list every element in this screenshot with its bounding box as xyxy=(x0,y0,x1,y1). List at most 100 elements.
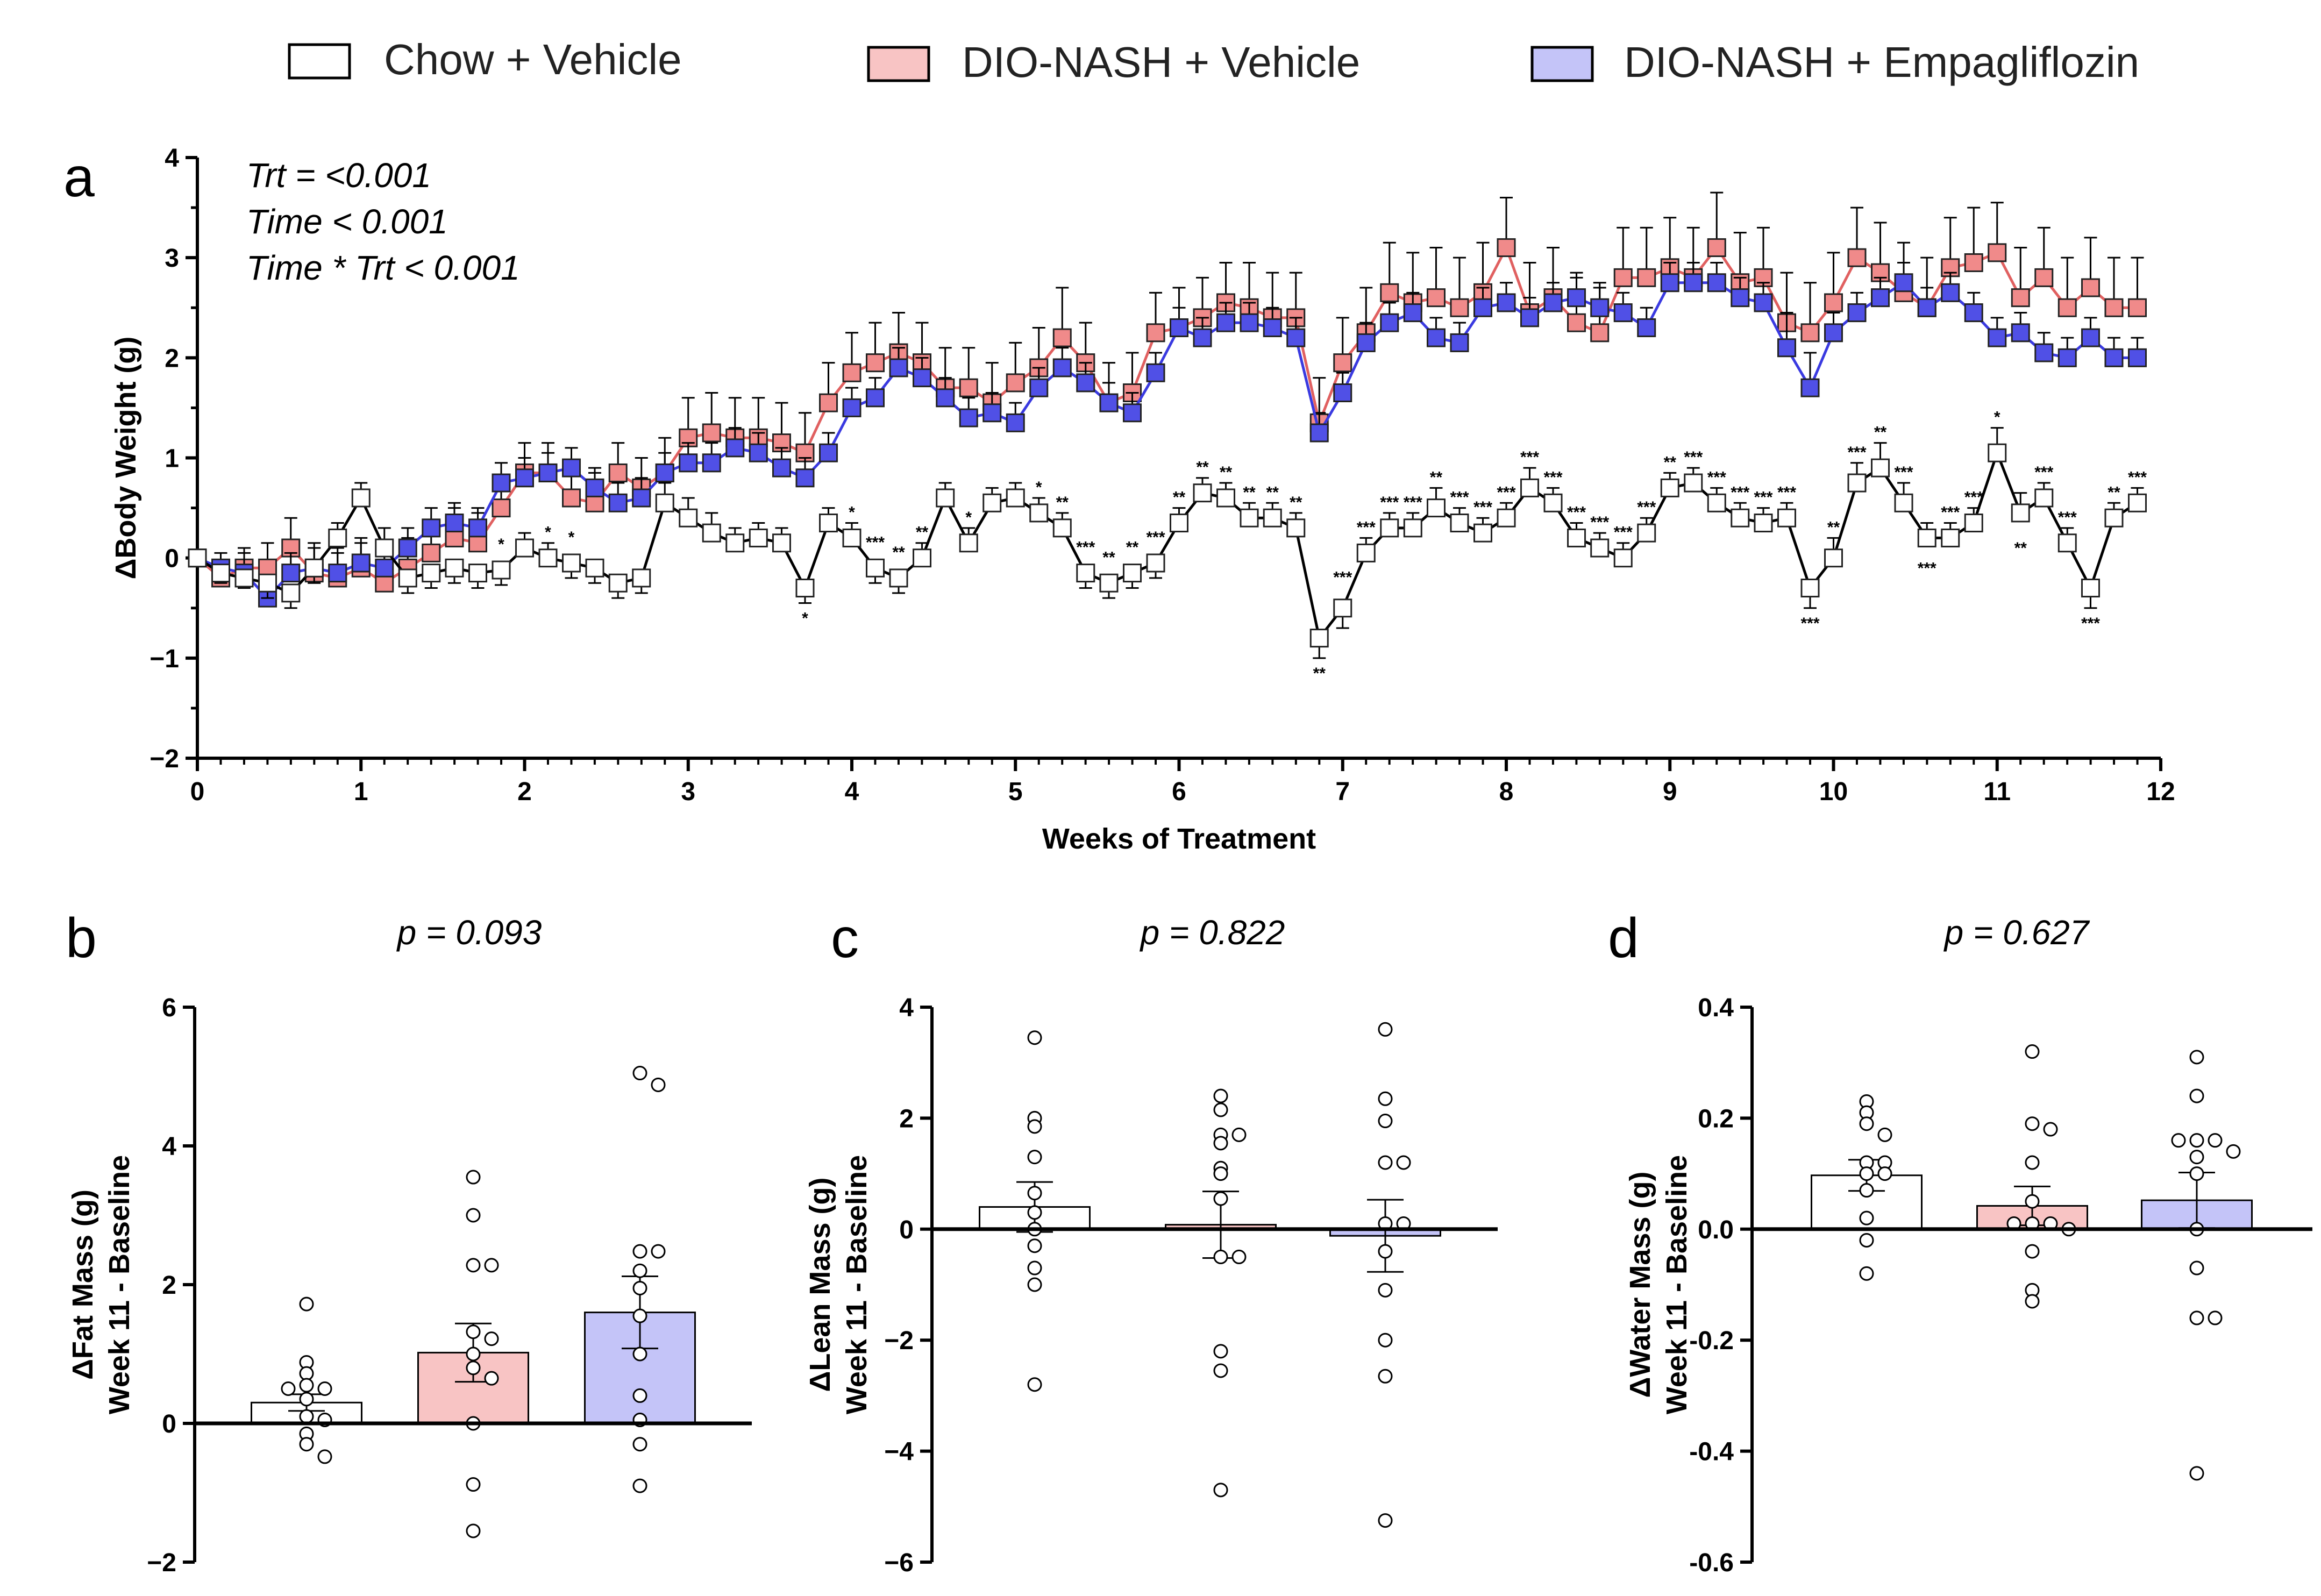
data-point-chow xyxy=(679,508,698,528)
y-tick-label: 4 xyxy=(162,1132,176,1161)
data-point-chow xyxy=(1859,1210,1874,1226)
data-point-empagliflozin xyxy=(982,403,1002,423)
data-point-empagliflozin xyxy=(702,453,721,473)
data-point-chow xyxy=(1146,553,1165,573)
data-point-dio-vehicle xyxy=(1213,1136,1228,1151)
x-tick-label: 12 xyxy=(2146,778,2175,806)
data-point-empagliflozin xyxy=(1193,328,1212,347)
significance-marker: ** xyxy=(1102,548,1115,566)
data-point-empagliflozin xyxy=(1637,318,1656,337)
data-point-chow xyxy=(299,1366,314,1381)
data-point-empagliflozin xyxy=(632,1437,647,1452)
significance-marker: * xyxy=(849,504,855,522)
data-point-empagliflozin xyxy=(1029,378,1049,397)
significance-marker: * xyxy=(498,536,504,553)
y-axis-title: ΔFat Mass (g) xyxy=(67,1189,99,1380)
data-point-chow xyxy=(1917,528,1936,547)
data-point-empagliflozin xyxy=(538,463,558,482)
data-point-chow xyxy=(1403,518,1422,538)
data-point-empagliflozin xyxy=(1378,1022,1393,1037)
significance-marker: * xyxy=(965,509,972,526)
x-tick-label: 10 xyxy=(1819,778,1848,806)
panel-letter-c: c xyxy=(831,907,859,970)
data-point-empagliflozin xyxy=(632,1244,647,1259)
data-point-empagliflozin xyxy=(1099,393,1119,412)
data-point-empagliflozin xyxy=(632,1066,647,1081)
data-point-empagliflozin xyxy=(351,553,371,573)
data-point-empagliflozin xyxy=(1122,403,1142,423)
data-point-empagliflozin xyxy=(651,1077,666,1092)
data-point-dio-vehicle xyxy=(1426,288,1446,308)
data-point-empagliflozin xyxy=(2189,1466,2204,1481)
data-point-empagliflozin xyxy=(2189,1088,2204,1103)
significance-marker: *** xyxy=(1333,569,1352,587)
data-point-chow xyxy=(188,548,207,568)
data-point-chow xyxy=(1543,493,1563,512)
data-point-empagliflozin xyxy=(2189,1166,2204,1181)
significance-marker: *** xyxy=(1076,539,1095,557)
data-point-empagliflozin xyxy=(2034,343,2054,362)
data-point-chow xyxy=(351,488,371,508)
data-point-empagliflozin xyxy=(1286,328,1306,347)
data-point-chow xyxy=(889,568,908,588)
data-point-empagliflozin xyxy=(1941,283,1960,302)
data-point-dio-vehicle xyxy=(1213,1249,1228,1264)
data-point-empagliflozin xyxy=(1824,323,1843,343)
data-point-empagliflozin xyxy=(1076,373,1095,393)
data-point-chow xyxy=(1006,488,1025,508)
data-point-empagliflozin xyxy=(1403,303,1422,323)
y-axis-subtitle: Week 11 - Baseline xyxy=(841,1155,873,1414)
data-point-empagliflozin xyxy=(1800,378,1820,397)
data-point-empagliflozin xyxy=(1146,363,1165,382)
data-point-empagliflozin xyxy=(1333,383,1352,402)
data-point-empagliflozin xyxy=(398,538,417,558)
significance-marker: ** xyxy=(1266,483,1279,501)
data-point-chow xyxy=(1613,548,1633,568)
significance-marker: ** xyxy=(1827,518,1840,536)
data-point-dio-vehicle xyxy=(1800,323,1820,343)
data-point-empagliflozin xyxy=(2189,1133,2204,1148)
x-tick-label: 7 xyxy=(1335,778,1350,806)
data-point-empagliflozin xyxy=(632,1280,647,1295)
data-point-empagliflozin xyxy=(2171,1133,2186,1148)
data-point-empagliflozin xyxy=(1777,338,1796,358)
y-tick-label: 4 xyxy=(899,994,914,1022)
x-tick-label: 0 xyxy=(190,778,205,806)
data-point-empagliflozin xyxy=(2127,348,2147,367)
data-point-empagliflozin xyxy=(2189,1260,2204,1276)
data-point-chow xyxy=(1660,478,1679,497)
significance-marker: *** xyxy=(1380,494,1399,511)
significance-marker: *** xyxy=(2058,509,2077,526)
data-point-chow xyxy=(2011,503,2030,523)
data-point-chow xyxy=(1099,573,1119,593)
data-point-empagliflozin xyxy=(1378,1282,1393,1298)
data-point-chow xyxy=(492,560,511,580)
data-point-dio-vehicle xyxy=(562,488,581,508)
data-point-chow xyxy=(1877,1166,1892,1181)
significance-marker: ** xyxy=(1664,453,1677,471)
data-point-empagliflozin xyxy=(632,1478,647,1493)
data-point-chow xyxy=(1859,1183,1874,1198)
significance-marker: *** xyxy=(866,533,885,551)
significance-marker: *** xyxy=(1684,448,1703,466)
data-point-empagliflozin xyxy=(1520,308,1540,327)
data-point-chow xyxy=(632,568,651,588)
significance-marker: *** xyxy=(1777,483,1796,501)
data-point-empagliflozin xyxy=(1378,1369,1393,1384)
data-point-chow xyxy=(842,528,862,547)
significance-marker: ** xyxy=(1313,665,1326,682)
y-tick-label: −2 xyxy=(884,1327,914,1355)
data-point-chow xyxy=(1800,579,1820,598)
y-tick-label: −1 xyxy=(149,645,179,673)
x-tick-label: 11 xyxy=(1983,778,2011,806)
significance-marker: *** xyxy=(1497,483,1515,501)
significance-marker: ** xyxy=(1056,494,1069,511)
significance-marker: *** xyxy=(1590,514,1609,531)
significance-marker: * xyxy=(1036,479,1042,496)
data-point-empagliflozin xyxy=(1684,273,1703,293)
y-tick-label: −4 xyxy=(884,1438,914,1466)
significance-marker: *** xyxy=(1754,489,1772,507)
significance-marker: *** xyxy=(1404,494,1422,511)
data-point-dio-vehicle xyxy=(1450,298,1469,317)
data-point-chow xyxy=(299,1409,314,1424)
